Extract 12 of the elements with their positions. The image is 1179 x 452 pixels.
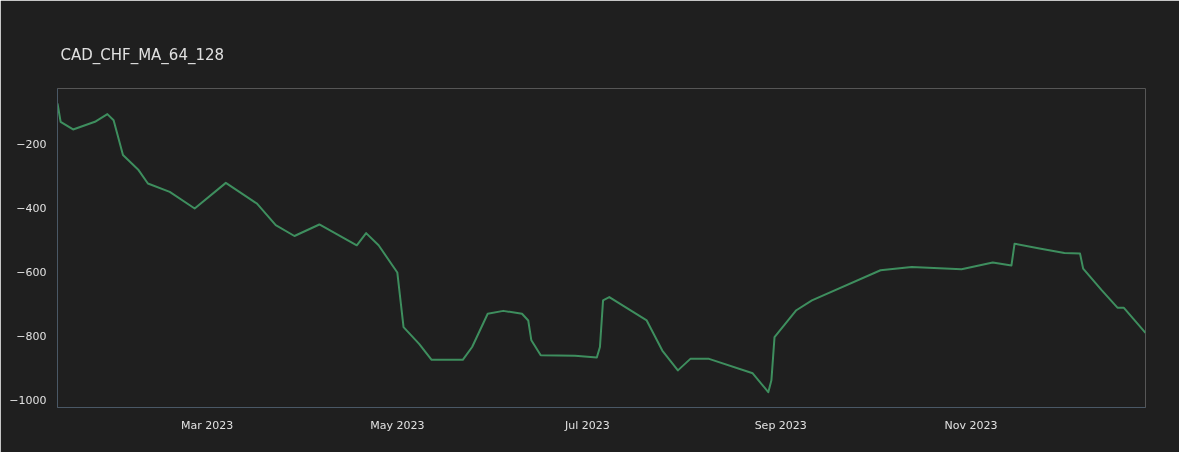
y-tick-label: −600 [16,266,47,280]
chart-title: CAD_CHF_MA_64_128 [60,45,225,65]
y-tick-label: −200 [16,138,47,152]
x-tick-label: Mar 2023 [181,418,234,432]
y-tick-label: −800 [16,330,47,344]
y-tick-label: −400 [16,202,47,216]
y-tick-label: −1000 [9,394,47,408]
line-series [57,102,1146,394]
x-tick-label: Jul 2023 [564,418,610,432]
x-tick-label: Sep 2023 [754,418,807,432]
x-tick-label: Nov 2023 [944,418,998,432]
x-tick-label: May 2023 [370,418,425,432]
